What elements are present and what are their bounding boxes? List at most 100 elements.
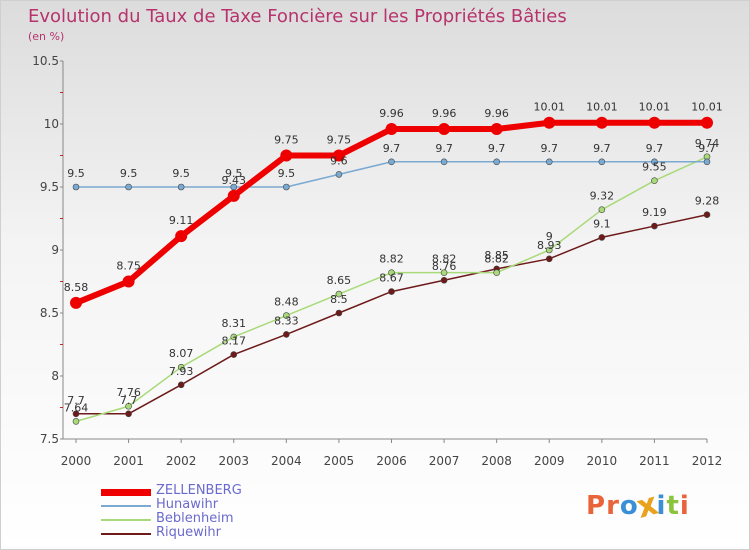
x-tick-label: 2003 <box>218 454 249 468</box>
chart-unit: (en %) <box>28 30 65 43</box>
data-label-zellenberg: 9.11 <box>169 214 194 227</box>
data-label-riquewihr: 8.33 <box>274 314 299 327</box>
x-tick-label: 2006 <box>376 454 407 468</box>
data-label-zellenberg: 10.01 <box>639 101 671 114</box>
data-label-beblenheim: 8.65 <box>327 274 352 287</box>
data-label-riquewihr: 8.5 <box>330 293 348 306</box>
data-label-zellenberg: 8.75 <box>116 260 141 273</box>
data-label-zellenberg: 10.01 <box>691 101 723 114</box>
data-point-riquewihr <box>440 276 448 284</box>
chart-axes: 7.5 8 8.5 9 9.5 10 10.5 2000 2001 2002 2003 2004 200… <box>32 54 722 468</box>
data-label-zellenberg: 9.75 <box>327 134 352 147</box>
data-label-beblenheim: 8.82 <box>484 253 509 266</box>
data-point-zellenberg <box>175 230 188 243</box>
data-point-riquewihr <box>72 410 80 418</box>
y-tick-label: 9.5 <box>40 180 59 194</box>
data-label-zellenberg: 10.01 <box>534 101 566 114</box>
data-point-zellenberg <box>385 123 398 136</box>
data-label-beblenheim: 8.82 <box>432 253 457 266</box>
data-point-hunawihr <box>388 158 395 166</box>
x-tick-label: 2010 <box>587 454 618 468</box>
data-label-hunawihr: 9.6 <box>330 154 348 167</box>
data-point-zellenberg <box>280 149 293 162</box>
x-tick-label: 2011 <box>639 454 670 468</box>
data-label-hunawihr: 9.7 <box>435 142 453 155</box>
data-point-beblenheim <box>283 312 290 319</box>
data-point-beblenheim <box>125 402 132 410</box>
legend-label: Riquewihr <box>156 525 221 540</box>
data-point-riquewihr <box>703 211 711 219</box>
data-point-beblenheim <box>651 177 658 184</box>
data-label-beblenheim: 7.64 <box>64 401 89 414</box>
data-label-riquewihr: 7.7 <box>120 394 138 407</box>
data-point-beblenheim <box>493 269 500 276</box>
data-label-beblenheim: 9.32 <box>590 190 615 203</box>
legend-swatch <box>101 533 151 535</box>
data-point-beblenheim <box>335 290 343 298</box>
data-label-beblenheim: 9 <box>546 230 553 243</box>
x-tick-label: 2002 <box>166 454 197 468</box>
data-point-beblenheim <box>177 363 185 371</box>
data-point-zellenberg <box>438 123 451 136</box>
data-point-zellenberg <box>332 149 345 162</box>
data-point-hunawihr <box>493 158 500 166</box>
legend-label: ZELLENBERG <box>156 483 242 498</box>
legend-swatch <box>101 488 151 496</box>
data-label-hunawihr: 9.5 <box>172 167 190 180</box>
data-point-hunawihr <box>177 183 185 191</box>
data-point-riquewihr <box>230 351 238 358</box>
data-point-zellenberg <box>490 123 503 136</box>
data-point-zellenberg <box>595 116 608 129</box>
data-point-hunawihr <box>651 158 658 166</box>
x-tick-label: 2012 <box>692 454 723 468</box>
data-point-hunawihr <box>545 158 553 166</box>
x-tick-label: 2004 <box>271 454 302 468</box>
data-label-hunawihr: 9.7 <box>646 142 664 155</box>
y-tick-label: 9 <box>51 243 59 257</box>
x-tick-label: 2000 <box>61 454 92 468</box>
data-label-riquewihr: 8.93 <box>537 239 562 252</box>
y-tick-label: 8 <box>51 369 59 383</box>
x-tick-label: 2005 <box>324 454 355 468</box>
data-point-riquewihr <box>283 331 290 338</box>
data-point-riquewihr <box>545 255 553 263</box>
data-point-beblenheim <box>388 269 395 276</box>
x-tick-label: 2008 <box>481 454 512 468</box>
data-label-riquewihr: 9.28 <box>695 195 720 208</box>
legend-label: Beblenheim <box>156 511 234 526</box>
x-tick-label: 2001 <box>113 454 144 468</box>
x-tick-label: 2009 <box>534 454 565 468</box>
data-point-hunawihr <box>72 183 80 191</box>
data-point-beblenheim <box>440 269 448 276</box>
data-label-riquewihr: 7.7 <box>67 394 85 407</box>
data-label-beblenheim: 8.48 <box>274 296 299 309</box>
data-label-zellenberg: 9.43 <box>222 174 247 187</box>
data-label-hunawihr: 9.7 <box>593 142 611 155</box>
data-label-hunawihr: 9.7 <box>541 142 559 155</box>
data-point-hunawihr <box>125 183 132 191</box>
data-point-riquewihr <box>177 381 185 389</box>
data-label-riquewihr: 8.85 <box>484 249 509 262</box>
data-point-beblenheim <box>545 246 553 254</box>
data-point-hunawihr <box>440 158 448 166</box>
data-point-zellenberg <box>543 116 556 129</box>
data-label-riquewihr: 8.67 <box>379 272 404 285</box>
data-label-beblenheim: 9.55 <box>642 161 667 174</box>
data-labels: 7.7 7.7 7.93 8.17 8.33 8.5 8.67 8.76 8.85 8.93 9.1… <box>64 101 723 415</box>
data-label-zellenberg: 8.58 <box>64 281 89 294</box>
data-point-riquewihr <box>598 234 606 241</box>
data-point-zellenberg <box>122 275 135 288</box>
y-tick-label: 8.5 <box>40 306 59 320</box>
y-tick-label: 7.5 <box>40 432 59 446</box>
data-point-hunawihr <box>335 171 343 178</box>
data-point-riquewihr <box>335 309 343 317</box>
data-label-riquewihr: 9.19 <box>642 206 667 219</box>
data-label-zellenberg: 9.75 <box>274 134 299 147</box>
data-point-zellenberg <box>227 189 240 202</box>
data-label-riquewihr: 9.1 <box>593 217 611 230</box>
data-label-beblenheim: 7.76 <box>116 386 141 399</box>
data-point-zellenberg <box>70 296 82 309</box>
data-point-hunawihr <box>703 158 711 166</box>
